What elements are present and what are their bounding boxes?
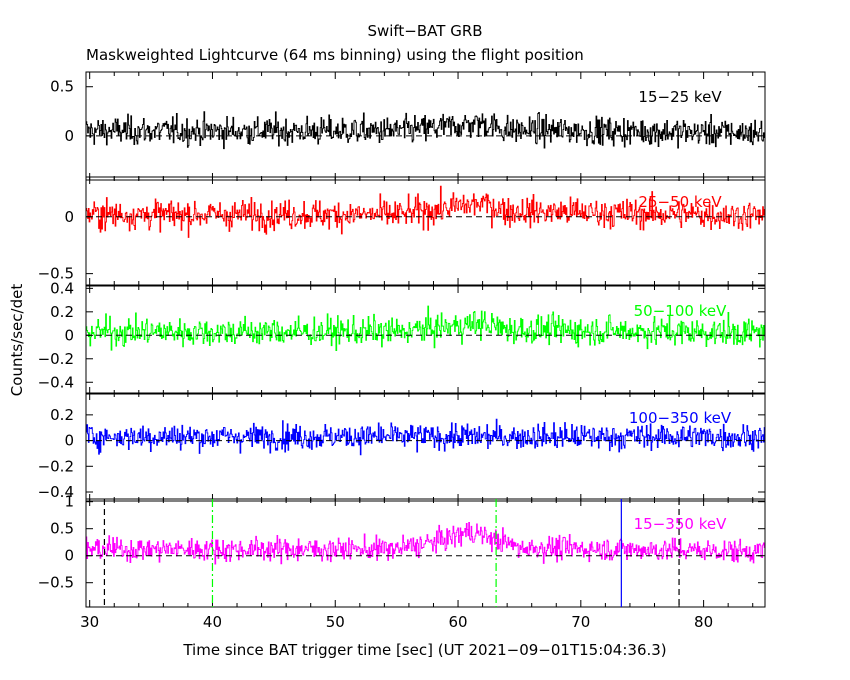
y-tick-label: −0.5: [38, 574, 74, 592]
x-tick-label: 70: [571, 613, 590, 631]
y-axis-label: Counts/sec/det: [8, 284, 26, 397]
band-label: 50−100 keV: [634, 302, 727, 320]
band-label: 25−50 keV: [638, 193, 722, 211]
panel-3: −0.4 −0.2 0 0.2 0.4 50−100 keV: [38, 279, 766, 395]
y-tick-label: −0.5: [38, 265, 74, 283]
y-tick-label: 0: [64, 127, 74, 145]
y-tick-label: 0: [64, 432, 74, 450]
y-tick-label: 0: [64, 208, 74, 226]
y-tick-label: 0: [64, 547, 74, 565]
lightcurve-series: [86, 418, 765, 456]
panels-group: 0 0.5 15−25 keV −0.5 0 25−50 keV −0.4 −0.2 0 0.2 0…: [38, 71, 766, 631]
y-tick-label: −0.4: [38, 483, 74, 501]
panel-frame: [85, 71, 766, 181]
panel-1: 0 0.5 15−25 keV: [50, 71, 766, 181]
panel-2: −0.5 0 25−50 keV: [38, 176, 766, 286]
band-label: 100−350 keV: [629, 409, 732, 427]
band-label: 15−350 keV: [634, 515, 727, 533]
panel-frame: [85, 285, 766, 395]
y-tick-label: 0.4: [50, 279, 74, 297]
panel-5: −0.5 0 0.5 1 15−350 keV: [38, 493, 766, 608]
y-tick-label: −0.2: [38, 457, 74, 475]
y-tick-label: −0.4: [38, 373, 74, 391]
chart-subtitle: Maskweighted Lightcurve (64 ms binning) …: [86, 46, 584, 64]
y-tick-label: 0.5: [50, 520, 74, 538]
band-label: 15−25 keV: [638, 88, 722, 106]
panel-4: −0.4 −0.2 0 0.2 100−350 keV: [38, 392, 766, 502]
panel-frame: [85, 498, 766, 608]
chart-title: Swift−BAT GRB: [367, 22, 482, 40]
x-tick-label: 80: [694, 613, 713, 631]
marker-lines: [103, 499, 680, 607]
x-axis-label: Time since BAT trigger time [sec] (UT 20…: [182, 641, 666, 659]
panel-frame: [85, 176, 766, 286]
panel-frame: [85, 392, 766, 502]
y-tick-label: 0.2: [50, 303, 74, 321]
y-tick-label: 1: [64, 493, 74, 511]
lightcurve-series: [86, 305, 765, 351]
y-tick-label: −0.2: [38, 350, 74, 368]
y-tick-label: 0.2: [50, 406, 74, 424]
y-tick-label: 0: [64, 326, 74, 344]
y-tick-label: 0.5: [50, 78, 74, 96]
lightcurve-series: [86, 111, 765, 150]
lightcurve-series: [86, 522, 765, 565]
x-tick-label: 30: [80, 613, 99, 631]
x-tick-label: 60: [448, 613, 467, 631]
x-tick-label: 50: [326, 613, 345, 631]
x-tick-label: 40: [203, 613, 222, 631]
lightcurve-series: [86, 185, 765, 238]
